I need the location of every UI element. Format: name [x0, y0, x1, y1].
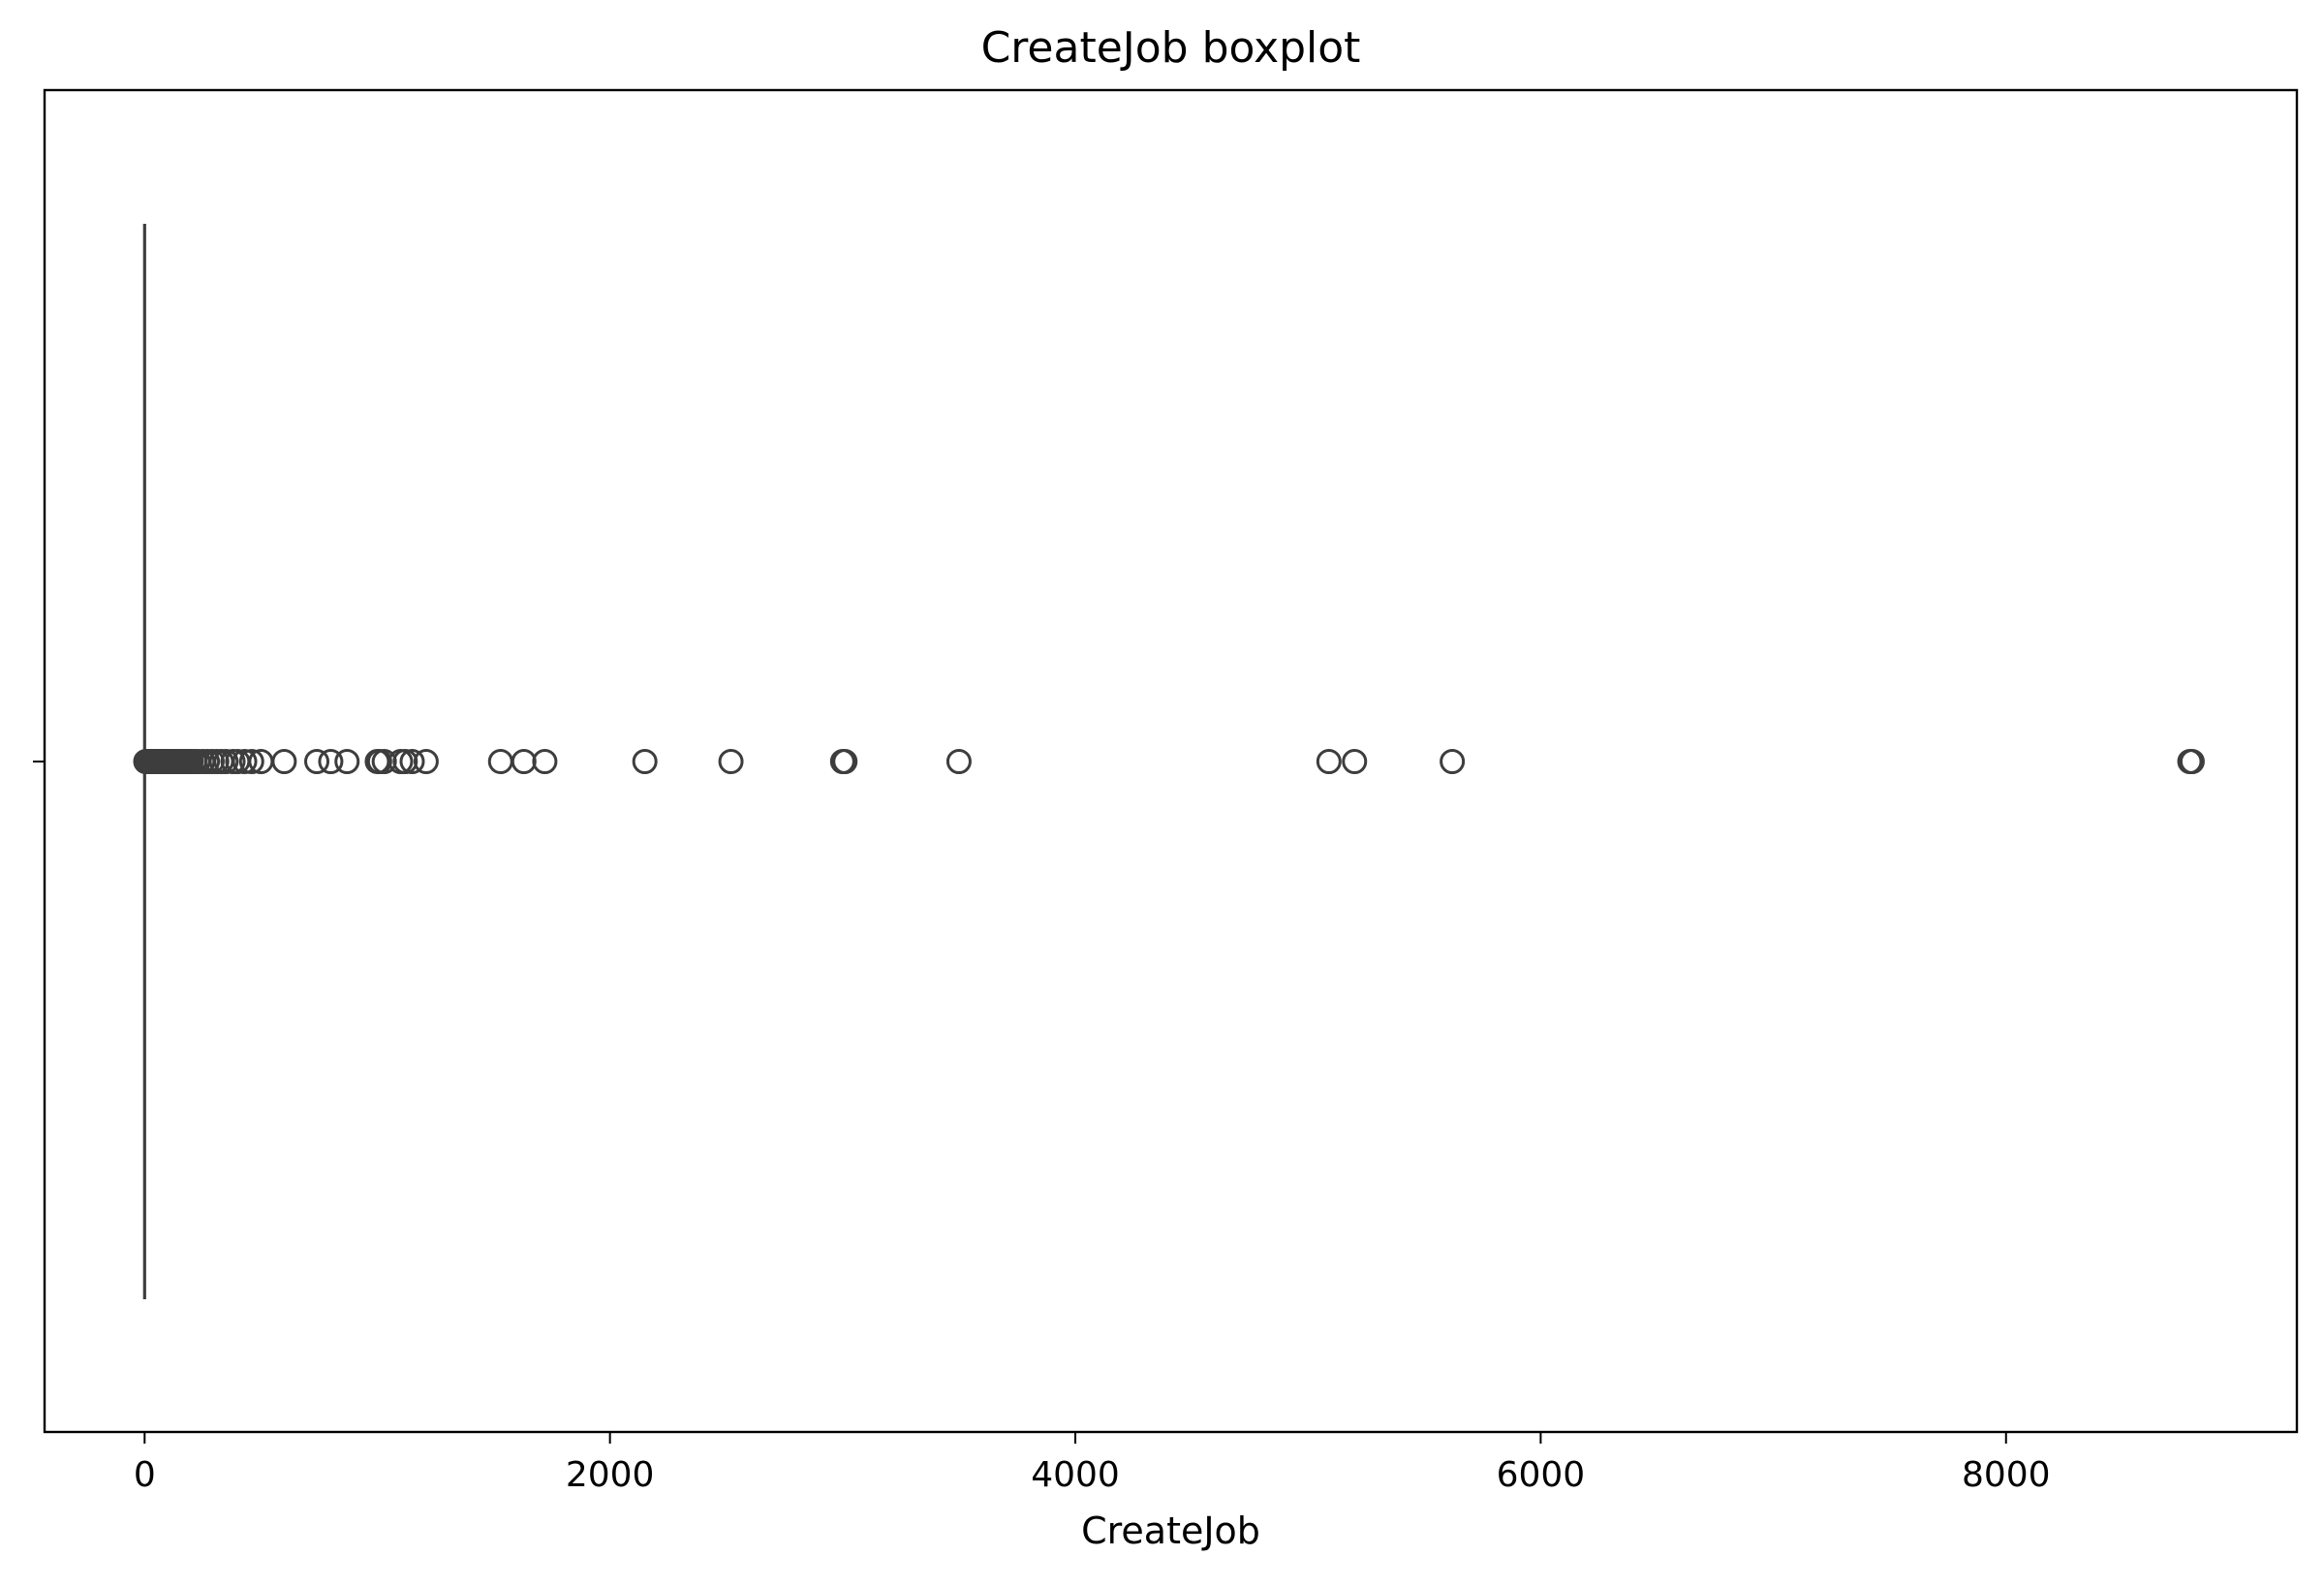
- outlier-point: [271, 749, 297, 774]
- outlier-point: [945, 749, 972, 774]
- outlier-point: [632, 749, 658, 774]
- x-tick-label: 8000: [1962, 1455, 2051, 1495]
- x-tick-label: 4000: [1031, 1455, 1120, 1495]
- x-tick-label: 0: [134, 1455, 156, 1495]
- outlier-points: [133, 749, 2205, 774]
- outlier-point: [1342, 749, 1368, 774]
- outlier-point: [1316, 749, 1342, 774]
- x-tick-label: 2000: [566, 1455, 655, 1495]
- outlier-point: [213, 749, 239, 774]
- outlier-point: [2179, 749, 2205, 774]
- outlier-point: [399, 749, 425, 774]
- outlier-point: [238, 749, 264, 774]
- outlier-point: [334, 749, 360, 774]
- outlier-point: [318, 749, 344, 774]
- axes-frame: [43, 88, 2299, 1434]
- outlier-point: [413, 749, 439, 774]
- x-axis-ticks: 0 2000 4000 6000 8000: [134, 1432, 2051, 1495]
- x-tick-label: 6000: [1497, 1455, 1586, 1495]
- outlier-point: [832, 749, 858, 774]
- outlier-point: [304, 749, 330, 774]
- outlier-point: [532, 749, 558, 774]
- x-axis-label: CreateJob: [1081, 1509, 1260, 1552]
- outlier-point: [718, 749, 744, 774]
- outlier-point: [1440, 749, 1466, 774]
- chart-title: CreateJob boxplot: [981, 23, 1361, 73]
- outlier-point: [232, 749, 258, 774]
